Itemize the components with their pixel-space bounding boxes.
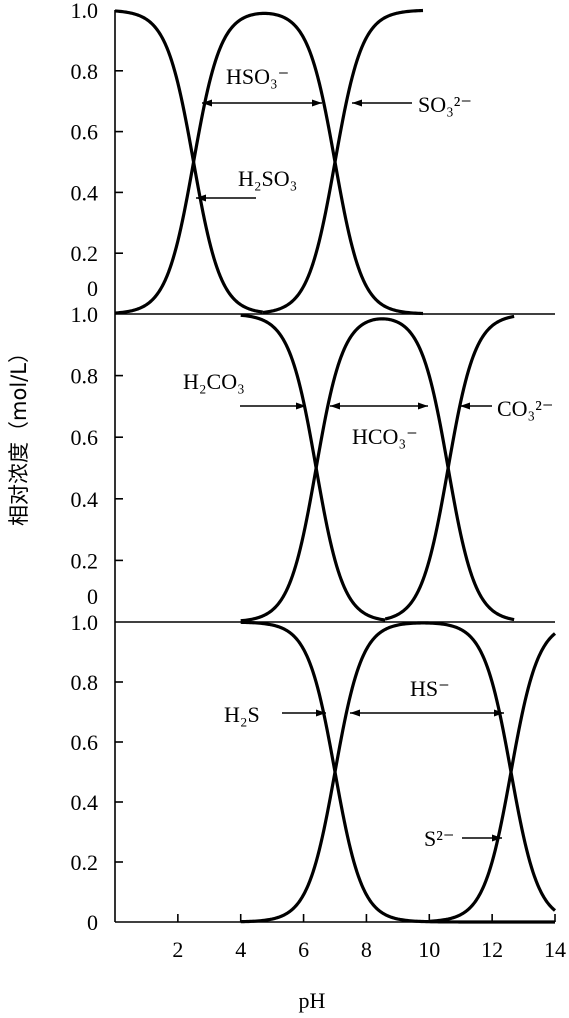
y-tick-label: 0.4 [71, 487, 99, 512]
y-tick-label: 0.8 [71, 670, 99, 695]
label-s2: S²⁻ [424, 826, 454, 851]
panel-1-annotations: HSO₃⁻ SO₃²⁻ H₂SO₃ [196, 64, 472, 202]
y-tick-label: 0 [87, 276, 98, 301]
panel-2-species-a-curve [240, 313, 386, 622]
y-axis-title: 相对浓度（mol/L） [7, 342, 31, 526]
y-tick-label: 1.0 [71, 610, 99, 635]
x-ticks: 2 4 6 8 10 12 14 [172, 914, 566, 962]
y-tick-label: 1.0 [71, 302, 99, 327]
y-tick-label: 0.6 [71, 425, 99, 450]
x-tick-label: 10 [418, 937, 440, 962]
label-so3: SO₃²⁻ [418, 92, 472, 117]
label-h2s: H₂S [224, 702, 260, 727]
panel-1-species-a-curve [114, 9, 263, 314]
y-tick-label: 0.6 [71, 120, 99, 145]
y-tick-label: 0.6 [71, 730, 99, 755]
y-tick-label: 0.2 [71, 548, 99, 573]
panel-3-species-a-curve [240, 620, 556, 924]
panel-3-annotations: H₂S HS⁻ S²⁻ [224, 676, 504, 851]
label-hco3: HCO₃⁻ [352, 424, 418, 449]
panel-1-species-c-curve [262, 8, 424, 315]
y-ticks: 00.20.40.60.81.000.20.40.60.81.000.20.40… [71, 0, 123, 935]
x-tick-label: 4 [235, 937, 246, 962]
label-h2so3: H₂SO₃ [238, 166, 297, 191]
x-tick-label: 14 [544, 937, 566, 962]
panel-2-annotations: H₂CO₃ HCO₃⁻ CO₃²⁻ [183, 369, 553, 449]
x-tick-label: 8 [361, 937, 372, 962]
curves [114, 8, 557, 924]
label-hso3: HSO₃⁻ [226, 64, 289, 89]
x-tick-label: 12 [481, 937, 503, 962]
y-tick-label: 1.0 [71, 0, 99, 23]
panel-1-species-b-curve [114, 11, 424, 316]
panel-3-species-c-curve [429, 632, 557, 923]
y-tick-label: 0 [87, 584, 98, 609]
y-tick-label: 0.8 [71, 59, 99, 84]
y-tick-label: 0.2 [71, 850, 99, 875]
x-axis-title: pH [299, 988, 326, 1013]
axes [114, 10, 555, 923]
label-co3: CO₃²⁻ [497, 396, 553, 421]
panel-2-species-b-curve [240, 317, 515, 623]
y-tick-label: 0.4 [71, 790, 99, 815]
label-hs: HS⁻ [410, 676, 450, 701]
y-tick-label: 0.4 [71, 180, 99, 205]
label-h2co3: H₂CO₃ [183, 369, 245, 394]
panel-2-species-c-curve [384, 314, 515, 621]
y-tick-label: 0 [87, 910, 98, 935]
x-tick-label: 2 [172, 937, 183, 962]
y-tick-label: 0.2 [71, 241, 99, 266]
x-tick-label: 6 [298, 937, 309, 962]
y-tick-label: 0.8 [71, 364, 99, 389]
panel-3-species-b-curve [240, 621, 557, 924]
